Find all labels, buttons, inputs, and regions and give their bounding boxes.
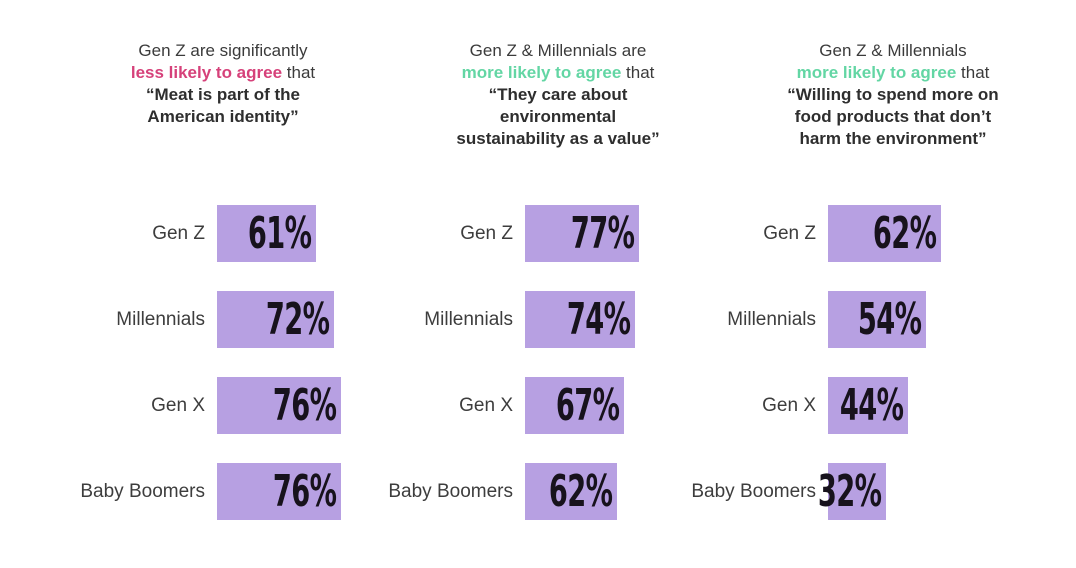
bar: 76% xyxy=(217,377,341,434)
header-line-2: more likely to agree that xyxy=(758,62,1028,84)
header-quote: “Willing to spend more on food products … xyxy=(787,85,999,148)
header-line-1: Gen Z & Millennials xyxy=(819,41,967,60)
panel-1-bars: Gen Z 61% Millennials 72% Gen X 76% Baby… xyxy=(57,205,341,549)
bar: 74% xyxy=(525,291,635,348)
value-label: 77% xyxy=(570,207,635,259)
bar-row: Millennials 54% xyxy=(668,291,941,348)
bar-row: Gen Z 77% xyxy=(365,205,639,262)
value-label: 76% xyxy=(272,379,337,431)
panel-1-header: Gen Z are significantly less likely to a… xyxy=(88,40,358,128)
category-label: Gen Z xyxy=(763,222,816,244)
category-label: Baby Boomers xyxy=(80,480,205,502)
category-label: Gen X xyxy=(459,394,513,416)
category-label: Gen X xyxy=(151,394,205,416)
header-quote: “Meat is part of the American identity” xyxy=(146,85,300,126)
panel-3-bars: Gen Z 62% Millennials 54% Gen X 44% Baby… xyxy=(668,205,941,549)
emphasis-text: more likely to agree xyxy=(796,63,957,82)
category-label: Millennials xyxy=(424,308,513,330)
header-quote: “They care about environmental sustainab… xyxy=(456,85,660,148)
value-label: 54% xyxy=(857,293,922,345)
category-label: Gen Z xyxy=(152,222,205,244)
value-label: 74% xyxy=(566,293,631,345)
header-line-2: less likely to agree that xyxy=(88,62,358,84)
bar: 76% xyxy=(217,463,341,520)
bar-row: Baby Boomers 62% xyxy=(365,463,639,520)
bar: 67% xyxy=(525,377,624,434)
bar-row: Gen X 76% xyxy=(57,377,341,434)
panel-2-bars: Gen Z 77% Millennials 74% Gen X 67% Baby… xyxy=(365,205,639,549)
value-label: 44% xyxy=(839,379,904,431)
bar-row: Baby Boomers 76% xyxy=(57,463,341,520)
category-label: Gen Z xyxy=(460,222,513,244)
header-line-1: Gen Z & Millennials are xyxy=(469,41,647,60)
bar-row: Millennials 74% xyxy=(365,291,639,348)
bar: 32% xyxy=(818,463,886,520)
value-label: 32% xyxy=(817,465,882,517)
bar: 77% xyxy=(525,205,639,262)
category-label: Baby Boomers xyxy=(388,480,513,502)
bar: 54% xyxy=(828,291,926,348)
header-line-1: Gen Z are significantly xyxy=(138,41,308,60)
value-label: 76% xyxy=(272,465,337,517)
bar: 62% xyxy=(828,205,941,262)
header-rest-text: that xyxy=(956,63,990,82)
bar: 44% xyxy=(828,377,908,434)
value-label: 72% xyxy=(265,293,330,345)
bar: 61% xyxy=(217,205,316,262)
header-rest-text: that xyxy=(621,63,655,82)
value-label: 62% xyxy=(548,465,613,517)
category-label: Millennials xyxy=(727,308,816,330)
bar-row: Gen X 44% xyxy=(668,377,941,434)
bar: 62% xyxy=(525,463,617,520)
value-label: 67% xyxy=(555,379,620,431)
emphasis-text: more likely to agree xyxy=(461,63,622,82)
header-line-2: more likely to agree that xyxy=(423,62,693,84)
emphasis-text: less likely to agree xyxy=(130,63,283,82)
bar-row: Gen X 67% xyxy=(365,377,639,434)
bar-row: Baby Boomers 32% xyxy=(668,463,941,520)
panel-2-header: Gen Z & Millennials are more likely to a… xyxy=(423,40,693,150)
category-label: Millennials xyxy=(116,308,205,330)
value-label: 62% xyxy=(872,207,937,259)
bar-row: Millennials 72% xyxy=(57,291,341,348)
bar: 72% xyxy=(217,291,334,348)
bar-row: Gen Z 62% xyxy=(668,205,941,262)
panel-3-header: Gen Z & Millennials more likely to agree… xyxy=(758,40,1028,150)
bar-row: Gen Z 61% xyxy=(57,205,341,262)
category-label: Baby Boomers xyxy=(691,480,816,502)
category-label: Gen X xyxy=(762,394,816,416)
header-rest-text: that xyxy=(282,63,316,82)
value-label: 61% xyxy=(247,207,312,259)
